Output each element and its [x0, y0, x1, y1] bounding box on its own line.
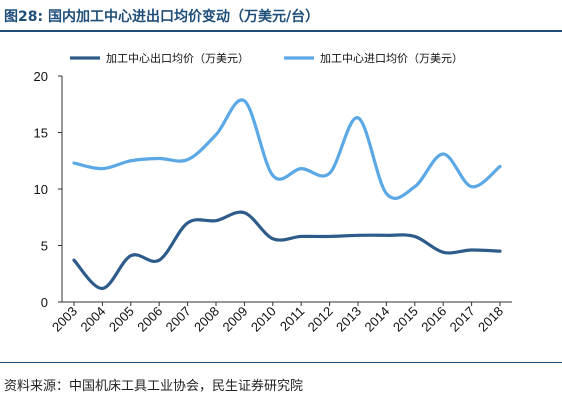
x-tick-label: 2006	[134, 304, 165, 335]
x-tick-label: 2014	[361, 304, 392, 335]
x-tick-label: 2005	[106, 304, 137, 335]
x-tick-label: 2018	[475, 304, 506, 335]
legend-label-export: 加工中心出口均价（万美元）	[106, 51, 249, 65]
line-chart: 0 5 10 15 20 20032004200520062007200820092010…	[34, 51, 512, 335]
x-tick-label: 2007	[163, 304, 194, 335]
source-note: 资料来源：中国机床工具工业协会，民生证券研究院	[4, 379, 304, 394]
x-tick-label: 2008	[191, 304, 222, 335]
x-tick-label: 2011	[277, 304, 307, 334]
x-tick-label: 2015	[390, 304, 421, 335]
y-tick-label: 20	[34, 69, 48, 84]
x-tick-label: 2003	[49, 304, 80, 335]
series-line-export	[72, 210, 502, 291]
x-tick-label: 2010	[248, 304, 279, 335]
y-tick-label: 15	[34, 126, 48, 141]
x-tick-label: 2013	[333, 304, 364, 335]
y-tick-label: 5	[41, 239, 48, 254]
y-tick-label: 10	[34, 182, 48, 197]
x-tick-label: 2017	[447, 304, 478, 335]
x-tick-label: 2012	[305, 304, 336, 335]
legend-label-import: 加工中心进口均价（万美元）	[320, 52, 463, 65]
x-tick-label: 2016	[418, 304, 449, 335]
y-tick-label: 0	[41, 295, 48, 310]
x-tick-label: 2009	[219, 304, 250, 335]
chart-title: 图28: 国内加工中心进出口均价变动（万美元/台）	[4, 9, 320, 25]
source-rule	[0, 362, 562, 363]
series-line-import	[72, 98, 502, 200]
title-rule	[0, 30, 562, 32]
x-tick-label: 2004	[77, 304, 108, 335]
